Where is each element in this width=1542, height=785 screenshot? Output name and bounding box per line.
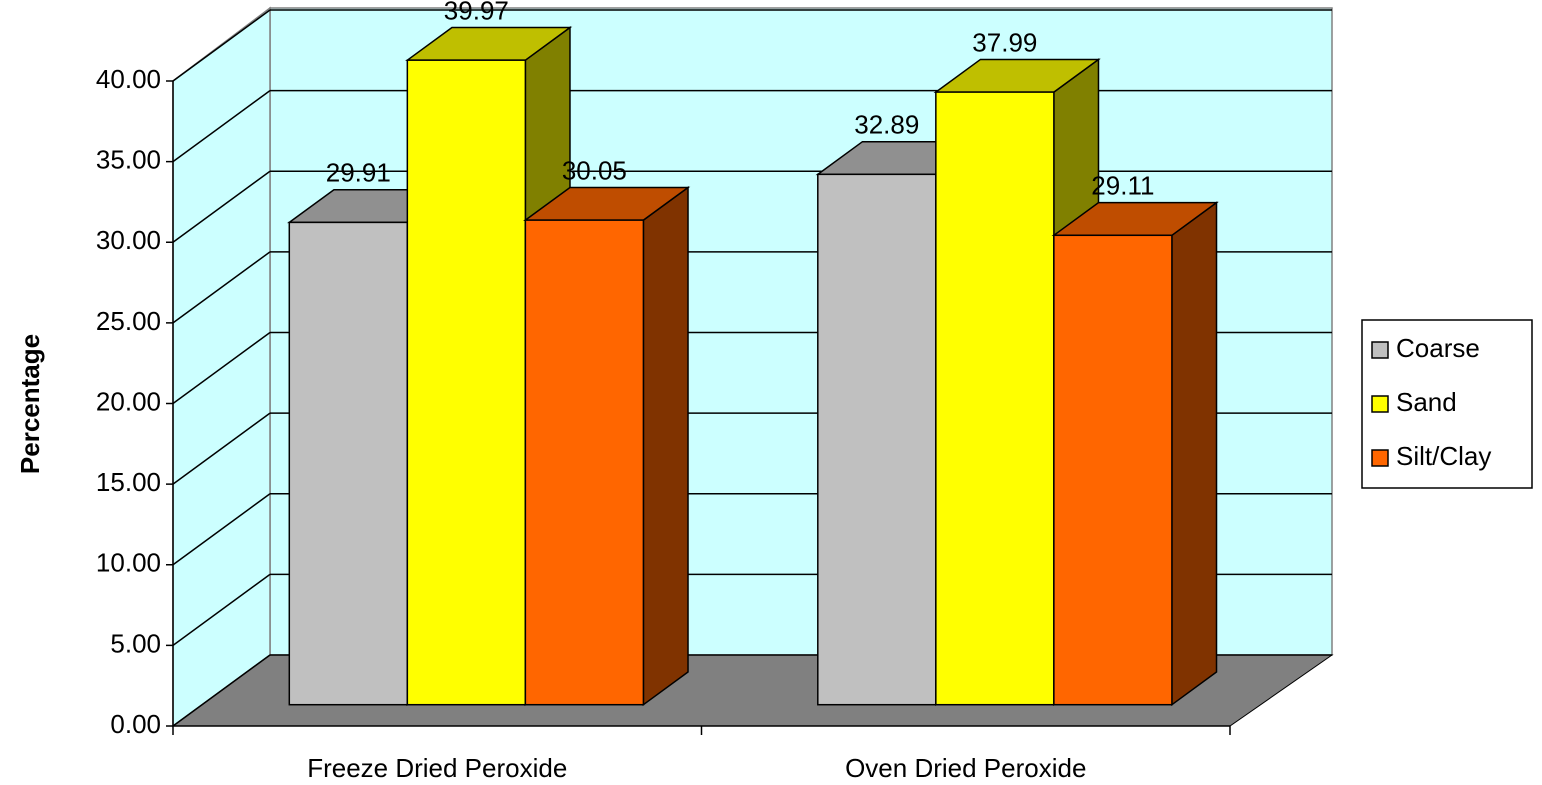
y-axis-label: Percentage <box>15 334 45 474</box>
legend-box <box>1361 319 1533 489</box>
y-tick-label: 20.00 <box>96 386 161 416</box>
legend-label: Silt/Clay <box>1396 441 1491 471</box>
legend-swatch <box>1371 395 1389 413</box>
data-label: 30.05 <box>562 155 627 185</box>
grid-line <box>172 170 271 243</box>
x-tick-label: Oven Dried Peroxide <box>845 753 1086 783</box>
y-tick-label: 35.00 <box>96 145 161 175</box>
bar <box>1053 234 1173 706</box>
bar <box>524 219 645 706</box>
data-label: 39.97 <box>444 0 509 25</box>
data-label: 29.91 <box>326 158 391 188</box>
legend-label: Sand <box>1396 387 1457 417</box>
grid-line <box>172 9 271 82</box>
legend-swatch <box>1371 341 1389 359</box>
y-tick-label: 0.00 <box>110 709 161 739</box>
grid-line <box>172 251 271 324</box>
grid-line <box>172 654 271 727</box>
y-tick-label: 30.00 <box>96 225 161 255</box>
x-tick-label: Freeze Dried Peroxide <box>307 753 567 783</box>
bar <box>288 221 409 706</box>
bar <box>406 59 527 706</box>
data-label: 32.89 <box>854 110 919 140</box>
grid-line <box>172 493 271 566</box>
legend-label: Coarse <box>1396 333 1480 363</box>
grid-line <box>172 90 271 163</box>
bar <box>935 91 1055 706</box>
bar-side <box>642 186 689 707</box>
legend-swatch <box>1371 449 1389 467</box>
data-label: 29.11 <box>1091 171 1154 201</box>
data-label: 37.99 <box>972 27 1037 57</box>
grid-line <box>172 573 271 646</box>
grid-line <box>172 412 271 485</box>
grid-line <box>172 331 271 405</box>
y-tick-label: 25.00 <box>96 306 161 336</box>
y-tick-label: 15.00 <box>96 467 161 497</box>
bar <box>817 173 937 706</box>
y-tick-label: 10.00 <box>96 548 161 578</box>
y-tick-label: 40.00 <box>96 64 161 94</box>
y-tick-label: 5.00 <box>110 628 161 658</box>
side-wall <box>172 6 271 728</box>
bar-side <box>1171 201 1218 707</box>
